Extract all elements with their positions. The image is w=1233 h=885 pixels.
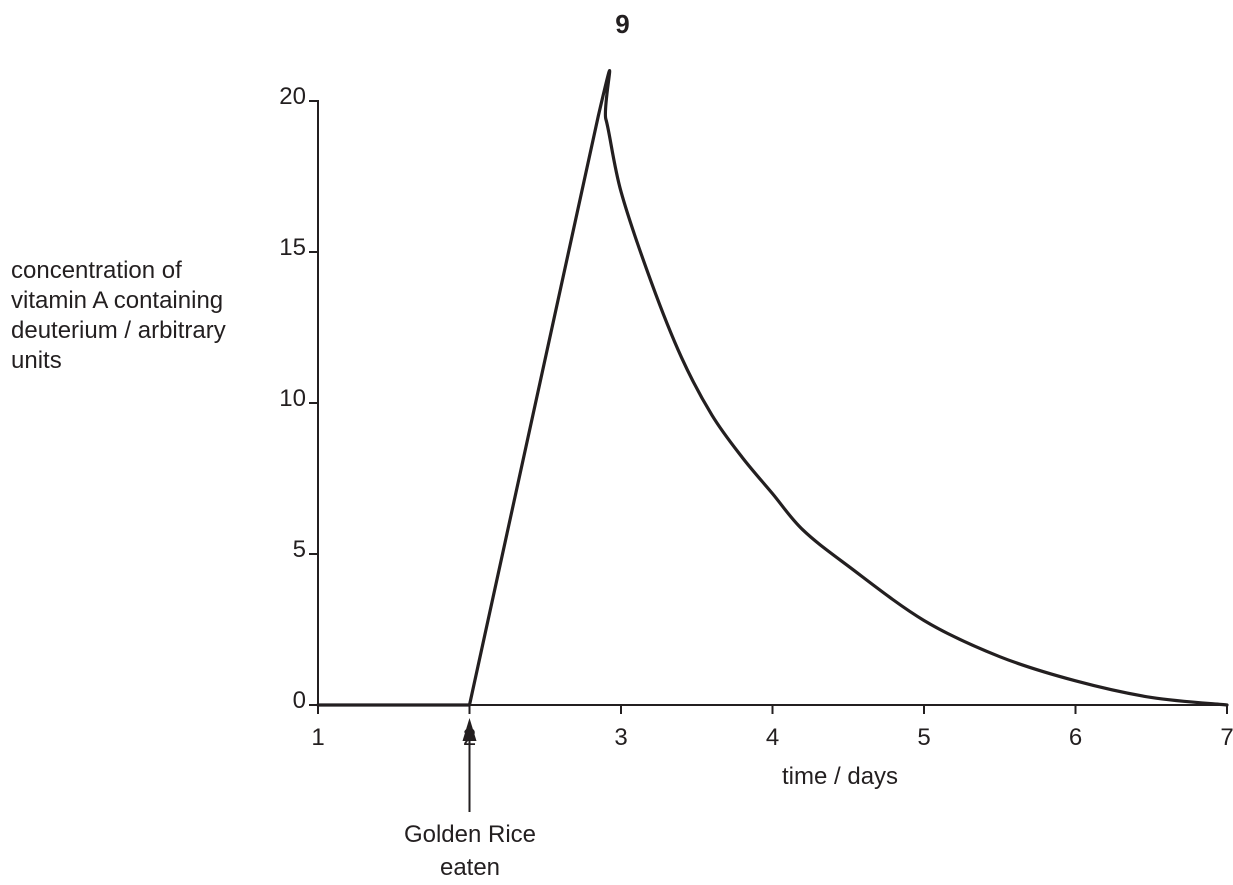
y-axis-label: concentration of vitamin A containing de… [11, 256, 226, 376]
y-axis-label-line: deuterium / arbitrary [11, 317, 226, 344]
y-tick-label: 10 [279, 385, 306, 412]
series-group [316, 69, 1229, 707]
annotation-label: Golden Rice eaten [378, 818, 562, 884]
y-axis-label-line: units [11, 347, 62, 374]
x-tick-label: 4 [766, 724, 779, 751]
y-tick-label: 20 [279, 83, 306, 110]
y-axis-label-line: vitamin A containing [11, 287, 224, 314]
annotation-arrow-head [462, 718, 477, 741]
x-tick-label: 5 [917, 724, 930, 751]
x-tick-label: 1 [311, 724, 324, 751]
page-number: 9 [615, 9, 630, 39]
axes [317, 100, 1227, 706]
y-tick-label: 5 [293, 536, 306, 563]
x-axis-label: time / days [782, 763, 899, 790]
x-tick-label: 7 [1220, 724, 1233, 751]
annotation-arrow [462, 718, 477, 812]
x-tick-label: 6 [1069, 724, 1082, 751]
annotation-line: Golden Rice [403, 821, 537, 848]
ticks: 051015201234567 [279, 83, 1233, 751]
y-tick-label: 0 [293, 687, 306, 714]
annotation-line: eaten [439, 854, 501, 881]
x-tick-label: 3 [614, 724, 627, 751]
series-line [316, 69, 1229, 707]
y-axis-label-line: concentration of [11, 257, 182, 284]
y-tick-label: 15 [279, 234, 306, 261]
